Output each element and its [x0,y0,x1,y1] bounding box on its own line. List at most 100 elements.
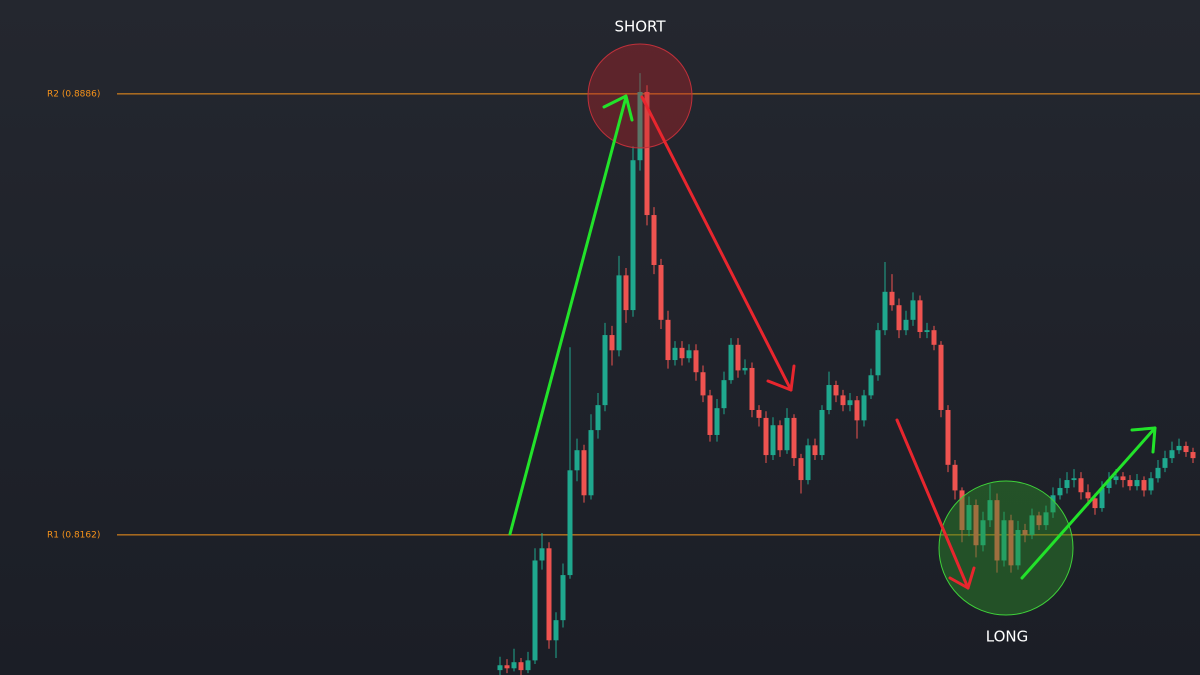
candle-body [1036,515,1042,526]
candle-body [833,385,839,396]
candle-body [630,160,636,311]
arrow-head [948,566,976,590]
candle-body [882,291,888,331]
candle-body [651,215,657,266]
candle-body [721,380,727,409]
arrow-head [602,94,634,122]
arrow-head [1130,426,1157,454]
candle-body [602,335,608,406]
level-label: R2 (0.8886) [47,89,100,99]
candle-body [875,330,881,376]
arrow-head [766,364,796,392]
candle-body [763,417,769,456]
candle-body [511,662,517,669]
candle-body [518,662,524,671]
candle-body [1029,515,1035,535]
candle-body [952,464,958,491]
candle-body [539,548,545,561]
candle-body [1155,467,1161,479]
candle-body [1134,480,1140,487]
candle-body [973,505,979,546]
candle-body [924,330,930,333]
candle-body [966,505,972,531]
short-zone [587,43,693,149]
candle-body [1176,445,1182,451]
candle-body [1148,478,1154,491]
candle-body [1162,458,1168,468]
candle-body [756,409,762,418]
candle-body [777,425,783,451]
candle-body [546,548,552,641]
long-label: LONG [986,628,1028,646]
candle-body [588,430,594,496]
candles [497,73,1196,675]
candle-body [1092,498,1098,509]
candle-body [847,400,853,406]
candle-body [644,91,650,216]
candle-body [735,344,741,371]
candle-body [987,500,993,521]
candle-body [609,335,615,351]
candle-body [665,319,671,361]
candle-body [497,665,503,671]
candle-body [595,405,601,431]
candle-body [1169,450,1175,459]
candle-body [840,395,846,406]
candle-body [1071,478,1077,481]
candle-body [1106,480,1112,488]
candle-body [896,305,902,331]
candle-body [742,367,748,371]
candle-body [903,319,909,331]
arrow-down [640,95,793,392]
candle-body [532,560,538,661]
candle-body [910,300,916,320]
candle-body [945,409,951,465]
candle-body [1190,452,1196,459]
candle-body [994,500,1000,561]
candle-body [1022,530,1028,535]
candle-body [1064,480,1070,488]
candle-body [980,520,986,546]
candle-body [889,291,895,306]
candle-body [917,300,923,333]
candle-body [959,490,965,531]
long-zone [938,480,1074,616]
candle-body [826,385,832,410]
candle-body [791,417,797,459]
candle-body [693,350,699,373]
candle-body [1001,520,1007,561]
candle-body [770,425,776,456]
candle-body [868,375,874,396]
candle-body [700,372,706,396]
candle-body [854,400,860,421]
candle-body [714,408,720,435]
candle-body [574,450,580,471]
candle-body [812,445,818,456]
candle-body [560,575,566,621]
candle-body [1015,530,1021,566]
candle-body [504,665,510,669]
candle-body [581,450,587,496]
candle-body [1043,512,1049,526]
candle-body [1113,476,1119,481]
candle-body [658,265,664,320]
candle-body [805,445,811,481]
candle-body [623,275,629,311]
arrow-up [1020,426,1157,580]
candle-body [1085,492,1091,499]
candle-body [861,395,867,421]
candle-body [1099,487,1105,509]
candle-body [679,347,685,359]
candle-body [1050,495,1056,513]
candle-body [686,350,692,359]
level-label: R1 (0.8162) [47,530,100,540]
candle-body [938,344,944,410]
candle-body [1057,487,1063,496]
candle-body [1183,445,1189,453]
candle-body [1141,480,1147,491]
candle-body [553,620,559,641]
candle-body [749,367,755,410]
arrow-down [895,418,970,590]
arrow-up [508,95,628,536]
